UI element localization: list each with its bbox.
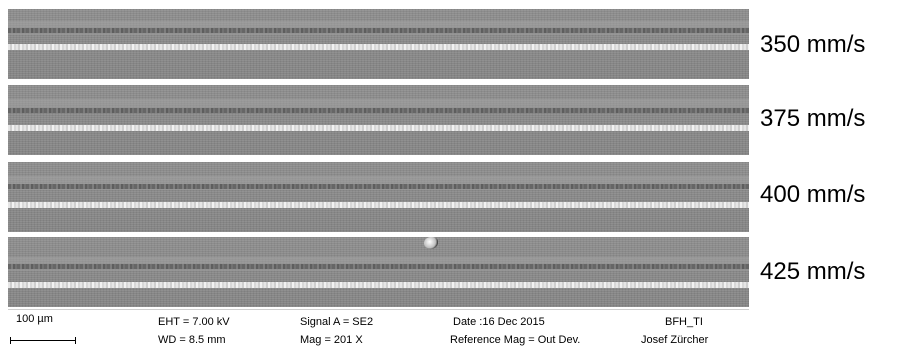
speed-label: 425 mm/s	[760, 258, 866, 285]
sem-info-bar: 100 µm EHT = 7.00 kV WD = 8.5 mm Signal …	[8, 309, 749, 351]
track-dark-edge	[8, 108, 749, 113]
scale-bar	[10, 337, 76, 344]
speed-label: 400 mm/s	[760, 181, 866, 208]
institution-label: BFH_TI	[665, 316, 703, 328]
track-dark-edge	[8, 28, 749, 33]
eht-value: EHT = 7.00 kV	[158, 316, 230, 328]
operator-label: Josef Zürcher	[641, 334, 709, 346]
track-bright-edge	[8, 202, 749, 208]
track-bright-edge	[8, 125, 749, 131]
scale-label: 100 µm	[16, 313, 53, 325]
sem-image-375	[8, 85, 749, 155]
track-dark-edge	[8, 264, 749, 269]
reference-mag-value: Reference Mag = Out Dev.	[450, 334, 581, 346]
signal-value: Signal A = SE2	[300, 316, 374, 328]
track-dark-edge	[8, 184, 749, 189]
sem-image-425	[8, 237, 749, 307]
speed-label: 375 mm/s	[760, 105, 866, 132]
wd-value: WD = 8.5 mm	[158, 334, 226, 346]
debris-particle	[424, 237, 438, 249]
track-bright-edge	[8, 44, 749, 50]
track-bright-edge	[8, 282, 749, 288]
mag-value: Mag = 201 X	[300, 334, 363, 346]
sem-image-350	[8, 9, 749, 79]
date-value: Date :16 Dec 2015	[453, 316, 545, 328]
sem-image-400	[8, 162, 749, 232]
speed-label: 350 mm/s	[760, 31, 866, 58]
